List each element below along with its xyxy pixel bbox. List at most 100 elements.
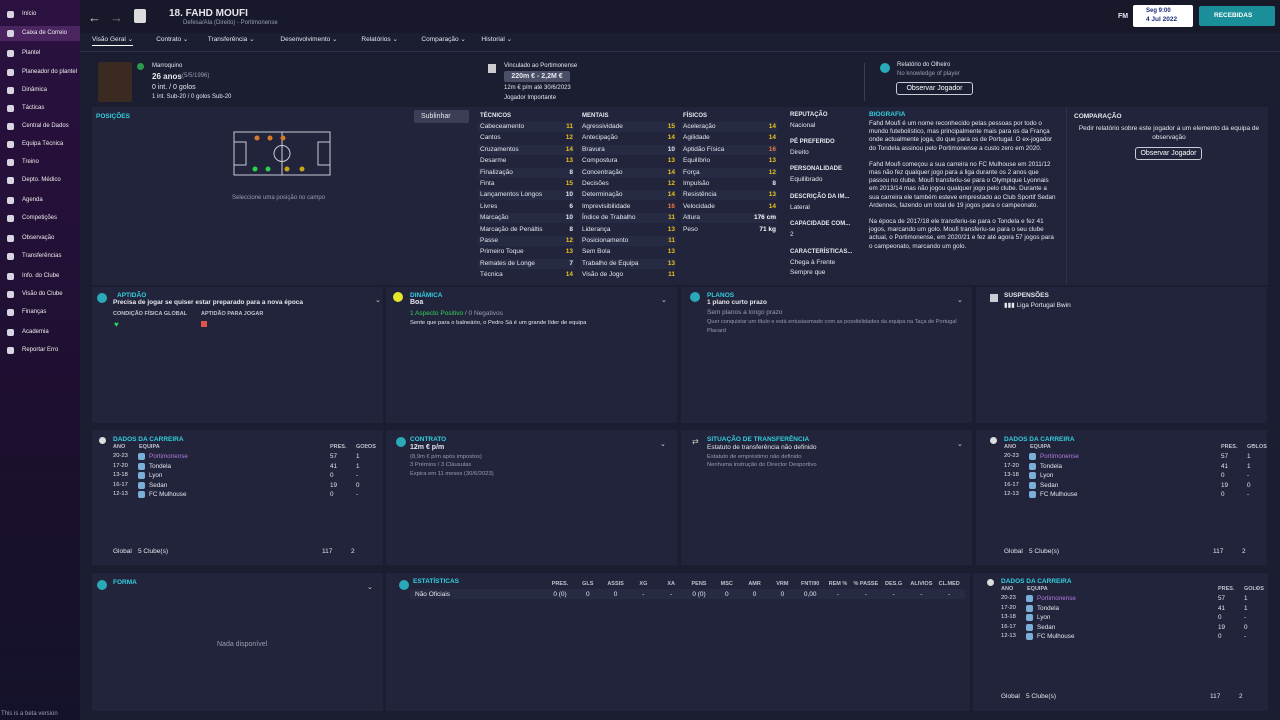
career-header: PRES. [330,444,347,450]
highlight-button[interactable]: Sublinhar [414,110,469,123]
nav-item[interactable]: Início [22,11,37,17]
expand-chevron[interactable]: ⌄ [957,441,963,448]
career-team[interactable]: Tondela [1037,604,1060,612]
attr-value: 15 [667,123,675,130]
career-apps: 19 [1218,623,1226,631]
attr-name: Lançamentos Longos [480,191,543,199]
career-title[interactable]: DADOS DA CARREIRA [1004,436,1075,443]
value-range: 220m € - 2,2M € [504,71,570,82]
career-team[interactable]: FC Mulhouse [149,491,187,499]
career-team[interactable]: Lyon [1037,614,1051,622]
plans-title[interactable]: PLANOS [707,292,735,299]
nav-item[interactable]: Dinâmica [22,87,48,93]
expand-chevron[interactable]: ⌄ [661,297,667,304]
dynamics-title[interactable]: DINÂMICA [410,292,443,299]
nav-item[interactable]: Competições [22,215,58,221]
nav-item[interactable]: Agenda [22,197,43,203]
form-title[interactable]: FORMA [113,579,137,586]
nav-item[interactable]: Visão do Clube [22,291,63,297]
date-box[interactable] [1133,5,1193,27]
dob: (5/5/1996) [182,73,210,79]
row-bg [580,167,676,178]
expand-chevron[interactable]: ⌄ [957,297,963,304]
expand-chevron[interactable]: ⌄ [1250,441,1256,448]
transfer-title[interactable]: SITUAÇÃO DE TRANSFERÊNCIA [707,436,810,443]
tab[interactable]: Contrato ⌄ [156,36,189,43]
nav-item[interactable]: Equipa Técnica [22,141,64,147]
expand-chevron[interactable]: ⌄ [375,297,381,304]
career-team[interactable]: Portimonense [149,453,188,460]
stats-header: XG [639,581,648,587]
nav-item[interactable]: Treino [22,159,39,165]
positions-title[interactable]: POSIÇÕES [96,113,130,120]
career-team[interactable]: Tondela [1040,462,1063,470]
tab[interactable]: Comparação ⌄ [421,36,466,43]
nav-item[interactable]: Academia [22,329,49,335]
nav-item[interactable]: Transferências [22,253,62,259]
forward[interactable]: → [110,10,123,25]
tab[interactable]: Relatórios ⌄ [361,36,398,43]
attr-value: 71 kg [759,225,776,233]
career-team[interactable]: Sedan [1037,623,1056,631]
fm-button[interactable]: FM [1118,13,1129,20]
attr-value: 10 [565,191,573,199]
career-team[interactable]: Portimonense [1040,453,1079,460]
nav-item[interactable]: Central de Dados [22,123,69,129]
expand-chevron[interactable]: ⌄ [1254,584,1260,591]
nav-item[interactable]: Planeador do plantel [22,69,78,75]
biography-title[interactable]: BIOGRAFIA [869,111,906,118]
tab[interactable]: Visão Geral ⌄ [92,35,134,46]
nav-item[interactable]: Finanças [22,309,47,315]
scout-label: Relatório do Olheiro [897,62,951,68]
nav-item[interactable]: Tácticas [22,105,45,111]
career-title[interactable]: DADOS DA CARREIRA [113,436,184,443]
row-bg [681,167,777,178]
career-team[interactable]: FC Mulhouse [1037,633,1075,641]
career-apps: 0 [1218,633,1222,641]
career-team[interactable]: Tondela [149,462,172,470]
tab[interactable]: Desenvolvimento ⌄ [280,36,338,43]
stats-value: 0,00 [803,591,817,598]
row-bg [478,213,574,224]
back[interactable]: ← [88,10,101,25]
career-team[interactable]: Lyon [149,472,163,480]
nav-icon [7,329,14,336]
career-total-clubs: 5 Clube(s) [1026,693,1056,700]
career-year: 17-20 [1001,604,1016,611]
dynamics-value: Boa [410,299,424,306]
career-team[interactable]: Sedan [149,481,168,489]
info-label: REPUTAÇÃO [790,112,828,118]
scout-button[interactable]: Observar Jogador [896,82,973,95]
contract-title[interactable]: CONTRATO [410,436,447,443]
nav-item[interactable]: Plantel [22,50,41,56]
nav-item[interactable]: Caixa de Correio [22,30,68,36]
club-badge [1029,491,1036,499]
nav-item[interactable]: Reportar Erro [22,347,59,353]
form-icon [97,580,107,590]
nav-item[interactable]: Info. do Clube [22,273,60,279]
expand-chevron[interactable]: ⌄ [660,441,666,448]
comparison-button[interactable]: Observar Jogador [1135,147,1202,160]
career-team[interactable]: Sedan [1040,481,1059,489]
tab[interactable]: Historial ⌄ [481,36,513,43]
career-apps: 41 [330,462,338,470]
nav-icon [7,50,14,57]
expand-chevron[interactable]: ⌄ [364,441,370,448]
expand-chevron[interactable]: ⌄ [367,584,373,591]
fitness-title[interactable]: APTIDÃO [117,292,147,299]
tab[interactable]: Transferência ⌄ [207,36,255,43]
player-subtitle: Defesa/Ala (Direito) - Portimonense [183,20,278,26]
attr-value: 10 [667,145,675,153]
nav-item[interactable]: Depto. Médico [22,177,61,183]
career-team[interactable]: FC Mulhouse [1040,491,1078,499]
inbox-button[interactable]: RECEBIDAS [1199,6,1275,26]
nav-icon [7,123,14,130]
career-title[interactable]: DADOS DA CARREIRA [1001,578,1072,585]
club-badge [1029,453,1036,460]
career-team[interactable]: Lyon [1040,472,1054,480]
career-team[interactable]: Portimonense [1037,595,1076,602]
nav-item[interactable]: Observação [22,235,55,241]
stats-header: FNT/90 [801,581,820,587]
stats-title[interactable]: ESTATÍSTICAS [413,578,459,585]
career-header: ANO [1004,444,1017,450]
